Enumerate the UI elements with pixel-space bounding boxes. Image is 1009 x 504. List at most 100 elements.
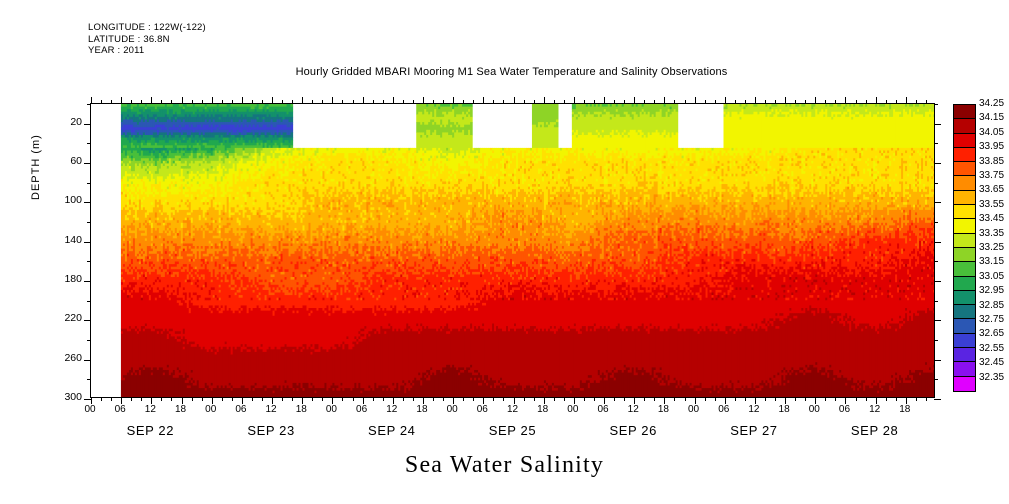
colorbar-tick-label: 33.95: [979, 141, 1005, 153]
y-axis-minor-tick: [87, 340, 91, 341]
colorbar-tick-label: 33.15: [979, 256, 1005, 268]
x-axis-tick: [241, 397, 243, 404]
y-axis-tick: [84, 123, 91, 125]
x-axis-day-label: SEP 24: [368, 423, 416, 438]
x-axis-minor-tick: [412, 100, 414, 104]
x-axis-minor-tick: [352, 397, 354, 401]
y-axis-tick-label: 60: [70, 155, 82, 167]
colorbar-tick-label: 32.45: [979, 357, 1005, 369]
x-axis-hour-label: 12: [386, 404, 398, 415]
colorbar-swatch: [954, 290, 975, 306]
colorbar-swatch: [954, 205, 975, 220]
x-axis-tick: [362, 97, 364, 104]
y-axis-minor-tick: [87, 379, 91, 381]
x-axis-minor-tick: [925, 397, 927, 401]
x-axis-minor-tick: [593, 397, 595, 401]
x-axis-minor-tick: [402, 397, 404, 401]
x-axis-tick: [332, 97, 334, 104]
x-axis-minor-tick: [775, 100, 777, 104]
y-axis-tick: [84, 241, 91, 243]
x-axis-minor-tick: [443, 397, 445, 401]
x-axis-hour-label: 18: [416, 404, 428, 415]
x-axis-minor-tick: [805, 397, 807, 401]
x-axis-minor-tick: [795, 397, 797, 401]
colorbar-tick-label: 33.25: [979, 242, 1005, 253]
y-axis-minor-tick: [87, 300, 91, 302]
x-axis-minor-tick: [925, 100, 927, 104]
colorbar-tick-label: 32.75: [979, 314, 1005, 325]
y-axis-tick-label: 20: [70, 115, 82, 128]
page-title: Hourly Gridded MBARI Mooring M1 Sea Wate…: [0, 66, 1009, 78]
x-axis-tick: [604, 397, 606, 404]
x-axis-tick: [724, 397, 726, 404]
x-axis-minor-tick: [473, 100, 475, 104]
x-axis-minor-tick: [221, 100, 223, 104]
x-axis-minor-tick: [171, 100, 173, 104]
x-axis-tick: [845, 397, 847, 404]
page-title-text: Hourly Gridded MBARI Mooring M1 Sea Wate…: [295, 66, 728, 78]
x-axis-minor-tick: [292, 397, 294, 401]
x-axis-tick: [634, 397, 636, 404]
colorbar-swatch: [954, 147, 975, 163]
x-axis-tick: [181, 397, 183, 404]
y-axis-tick: [84, 320, 91, 322]
x-axis-minor-tick: [825, 397, 827, 401]
y-axis-tick-label: 220: [64, 312, 82, 325]
x-axis-minor-tick: [402, 100, 404, 104]
x-axis-tick: [453, 97, 455, 104]
colorbar-swatch: [954, 305, 975, 320]
colorbar: [953, 104, 976, 392]
x-axis-minor-tick: [704, 397, 706, 401]
x-axis-day-label: SEP 22: [126, 423, 175, 438]
x-axis-hour-label: 12: [265, 404, 277, 415]
x-axis-minor-tick: [312, 100, 314, 104]
colorbar-tick-label: 33.85: [979, 155, 1005, 167]
x-axis-minor-tick: [312, 397, 314, 401]
x-axis-minor-tick: [101, 100, 103, 104]
x-axis-minor-tick: [795, 100, 797, 104]
y-axis-tick: [84, 202, 91, 204]
colorbar-swatch: [954, 319, 975, 334]
x-axis-tick: [91, 397, 92, 404]
x-axis-minor-tick: [865, 100, 867, 104]
x-axis-tick: [815, 97, 817, 104]
x-axis-minor-tick: [473, 397, 475, 401]
x-axis-minor-tick: [493, 397, 495, 401]
x-axis-tick: [694, 397, 696, 404]
x-axis-tick: [362, 397, 364, 404]
x-axis-tick: [422, 97, 424, 104]
x-axis-tick: [905, 97, 907, 104]
x-axis-minor-tick: [251, 397, 253, 401]
y-axis-tick-label: 100: [64, 194, 82, 207]
colorbar-tick-label: 33.55: [979, 198, 1005, 210]
x-axis-tick: [664, 397, 666, 404]
x-axis-hour-label: 12: [506, 404, 519, 415]
colorbar-tick-label: 34.05: [979, 126, 1005, 138]
x-axis-tick: [845, 97, 847, 104]
y-axis-tick: [84, 163, 91, 164]
x-axis-minor-tick: [282, 100, 284, 104]
x-axis-tick: [634, 97, 636, 104]
y-axis-tick: [934, 359, 941, 361]
x-axis-minor-tick: [352, 100, 354, 104]
x-axis-minor-tick: [593, 100, 595, 104]
x-axis-day-label: SEP 28: [850, 423, 899, 438]
x-axis-minor-tick: [855, 100, 857, 104]
x-axis-hour-label: 00: [446, 404, 458, 415]
colorbar-tick-label: 32.85: [979, 299, 1005, 311]
x-axis-tick: [211, 97, 213, 104]
x-axis-minor-tick: [764, 397, 766, 401]
colorbar-tick-label: 32.95: [979, 285, 1005, 297]
colorbar-tick-label: 34.15: [979, 112, 1005, 124]
x-axis-tick: [302, 397, 304, 404]
y-axis-minor-tick: [87, 182, 91, 184]
colorbar-swatch: [954, 219, 975, 234]
x-axis-minor-tick: [382, 397, 384, 401]
x-axis-minor-tick: [161, 100, 163, 104]
x-axis-tick: [332, 397, 334, 404]
y-axis-minor-tick: [934, 300, 938, 302]
x-axis-minor-tick: [443, 100, 445, 104]
x-axis-minor-tick: [111, 100, 113, 104]
x-axis-minor-tick: [674, 397, 676, 401]
y-axis-tick: [84, 359, 91, 361]
